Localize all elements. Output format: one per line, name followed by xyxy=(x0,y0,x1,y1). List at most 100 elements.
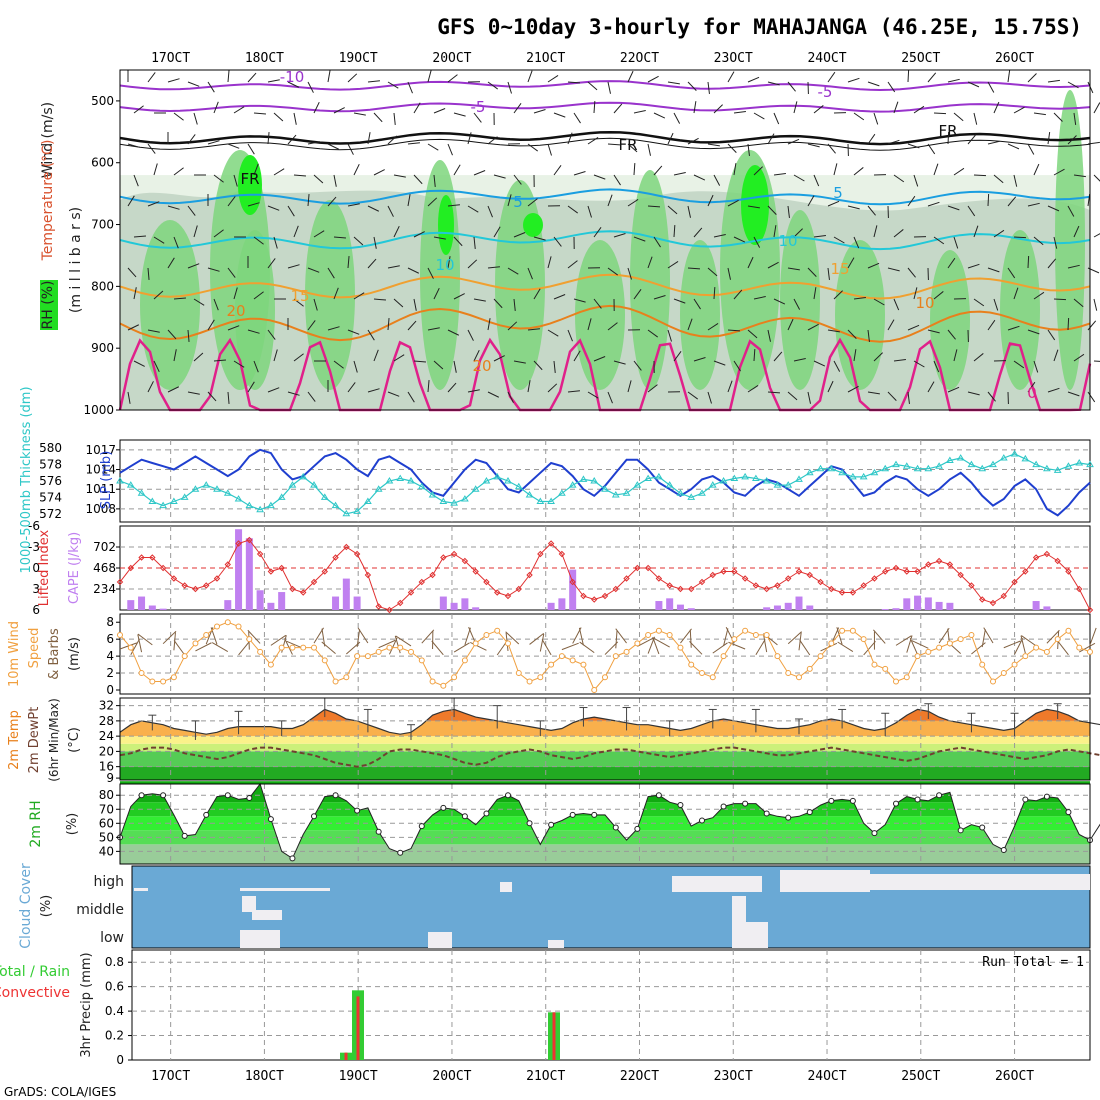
rh-marker xyxy=(548,821,555,828)
wind-barb xyxy=(1027,381,1036,393)
thickness-marker xyxy=(558,489,566,496)
thickness-marker xyxy=(902,462,911,469)
precip-tick-label: 0.8 xyxy=(105,955,124,969)
thickness-marker xyxy=(568,481,577,488)
wind-barb-surface xyxy=(689,641,703,655)
wind-barb xyxy=(267,329,276,340)
wind-speed-marker xyxy=(903,674,910,681)
wind-barb xyxy=(633,236,646,242)
wind-barb xyxy=(673,112,681,124)
wind-speed-marker xyxy=(408,648,414,655)
cape-axis: -6 -3 0 3 6 702 468 234 xyxy=(28,519,120,617)
profile-wind-label: Wind (m/s) xyxy=(40,102,56,178)
wind-speed-marker xyxy=(720,653,727,660)
wind-barb xyxy=(953,167,965,176)
wind-barb xyxy=(353,360,358,373)
precip-convective-bar xyxy=(344,1052,348,1060)
thickness-marker xyxy=(245,501,254,509)
wind-barb xyxy=(307,267,320,273)
wind-barb xyxy=(933,291,944,300)
wind-barb xyxy=(173,349,177,362)
wind-speed-marker xyxy=(785,670,792,677)
wind-barb xyxy=(313,101,320,114)
thickness-marker xyxy=(353,507,361,514)
wind-barb xyxy=(933,112,947,115)
top-tick-label: 24OCT xyxy=(807,51,846,66)
li-marker xyxy=(547,540,555,547)
wind-barb-surface xyxy=(755,639,766,656)
wind-barb-surface xyxy=(284,638,293,655)
bottom-tick-label: 23OCT xyxy=(714,1069,753,1084)
thickness-marker xyxy=(374,485,383,492)
wind-barb xyxy=(787,205,790,218)
dewpoint-path xyxy=(119,746,1100,768)
temperature-line xyxy=(119,708,1100,735)
li-marker xyxy=(666,582,673,589)
wind-barb xyxy=(633,110,646,114)
wind-barb xyxy=(673,298,686,304)
wind-barb-surface xyxy=(983,627,994,644)
rh-green-patch xyxy=(1055,90,1085,390)
rh-marker xyxy=(203,811,210,818)
rh-marker xyxy=(440,804,447,811)
wind-label-b: Speed xyxy=(27,628,42,669)
wind-barb xyxy=(813,235,826,238)
wind-barb xyxy=(553,360,556,373)
wind-barb xyxy=(333,360,344,369)
cloud-block xyxy=(780,870,870,892)
wind-speed-marker xyxy=(623,648,630,655)
rh-green-patch xyxy=(575,240,625,390)
rh2m-label: 2m RH xyxy=(28,800,44,847)
cape-bar xyxy=(278,592,286,610)
rh-marker xyxy=(1022,796,1029,803)
wind-barb xyxy=(273,236,278,249)
wind-barb xyxy=(867,262,880,269)
wind-barb xyxy=(333,287,339,300)
wind-barb xyxy=(373,169,385,176)
wind-barb xyxy=(773,351,783,362)
thickness-marker xyxy=(978,464,987,472)
wind-barb xyxy=(807,195,815,207)
wind-barb xyxy=(593,298,602,309)
thickness-marker xyxy=(342,509,351,517)
wind-barb xyxy=(827,267,830,280)
cloud-block xyxy=(240,888,330,891)
axis-tick-label: 50 xyxy=(99,830,114,844)
thickness-marker xyxy=(116,477,124,484)
temp-label-c: (6hr Min/Max) xyxy=(47,698,61,782)
wind-barb xyxy=(553,164,562,176)
contour-label: 10 xyxy=(778,232,797,250)
wind-speed-marker xyxy=(871,661,878,668)
wind-barb xyxy=(927,381,935,393)
wind-barb xyxy=(233,174,238,187)
wind-barb xyxy=(727,143,737,153)
rh-marker xyxy=(806,809,813,816)
wind-barb xyxy=(327,70,331,83)
wind-barb xyxy=(327,326,340,331)
cloud-unit-label: (%) xyxy=(39,895,54,918)
wind-barb xyxy=(1087,391,1096,403)
wind-barb-surface xyxy=(238,640,251,656)
rh-marker xyxy=(526,820,533,827)
wind-barb xyxy=(227,267,236,278)
li-marker xyxy=(127,564,134,572)
wind-barb-surface xyxy=(395,635,412,647)
wind-barb-surface xyxy=(1078,642,1096,653)
cape-bar xyxy=(903,598,911,610)
li-marker xyxy=(494,589,501,596)
wind-barb xyxy=(507,391,514,403)
wind-barb xyxy=(347,73,358,83)
wind-barb xyxy=(1013,360,1025,369)
li-marker xyxy=(256,550,264,558)
li-marker xyxy=(752,582,760,589)
wind-speed-marker xyxy=(537,674,544,681)
wind-barb xyxy=(313,230,325,238)
wind-barb xyxy=(153,290,164,300)
cape-bar xyxy=(547,602,555,610)
wind-barb xyxy=(947,78,960,83)
thickness-tick-label: 574 xyxy=(39,490,62,504)
wind-barb xyxy=(1093,102,1100,114)
li-marker xyxy=(785,575,792,582)
wind-barb xyxy=(127,195,135,207)
wind-speed-marker xyxy=(257,648,264,655)
